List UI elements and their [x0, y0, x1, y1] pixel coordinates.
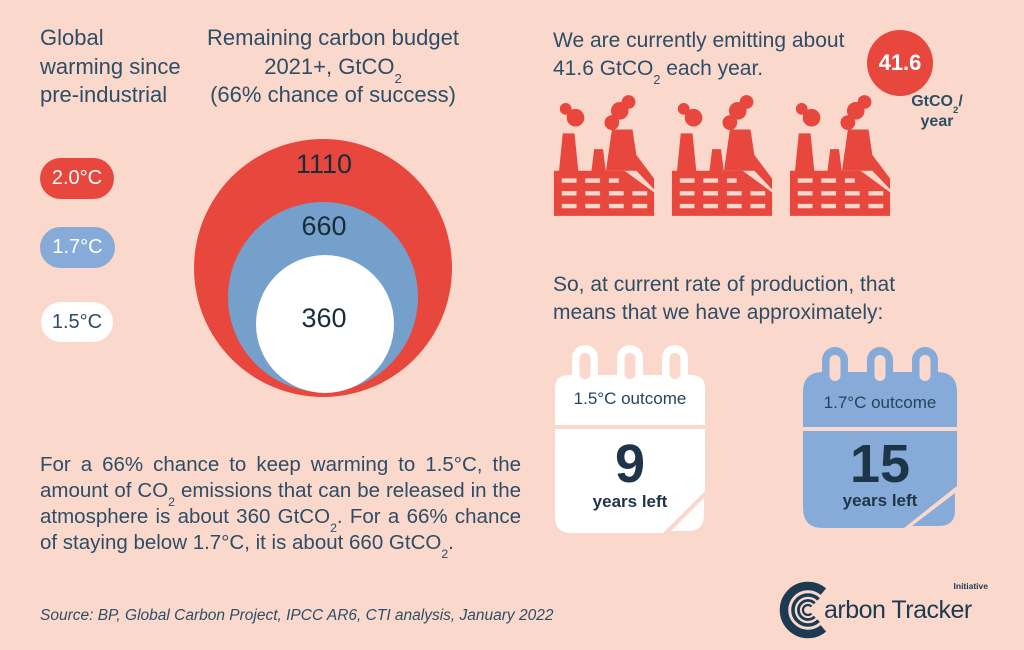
logo-initiative-label: Initiative [953, 581, 988, 591]
co2-subscript: 2 [441, 546, 449, 561]
warming-label-line3: pre-industrial [40, 82, 168, 108]
factory-icon [553, 95, 655, 216]
budget-circle-1-5c [256, 255, 394, 393]
emissions-unit-line2: year [920, 113, 954, 130]
projection-intro-line1: So, at current rate of production, that [553, 273, 896, 296]
calendar-years-unit: years left [842, 491, 918, 510]
carbon-tracker-logo: arbon Tracker Initiative [778, 576, 990, 640]
legend-badge-2-0c: 2.0°C [40, 158, 114, 199]
calendar-outcome-label: 1.5°C outcome [573, 389, 687, 408]
emissions-statement-line2: 41.6 GtCO2 each year. [553, 55, 844, 86]
emissions-rate-unit: GtCO2/ year [893, 92, 981, 132]
chart-title: Remaining carbon budget 2021+, GtCO2 (66… [200, 24, 466, 110]
calendar-years-unit: years left [592, 492, 668, 511]
emissions-statement-line2-text: 41.6 GtCO [553, 56, 654, 80]
legend-badge-1-5c: 1.5°C [41, 302, 113, 342]
logo-wordmark: arbon Tracker [824, 595, 972, 624]
budget-value-1-7c: 660 [301, 211, 347, 241]
projection-intro: So, at current rate of production, that … [553, 271, 895, 327]
paragraph-segment: . [448, 531, 454, 555]
emissions-unit-subscript: 2 [952, 104, 959, 116]
calendar-1-5c: 1.5°C outcome 9 years left [552, 345, 708, 535]
calendar-years-value: 9 [614, 434, 646, 494]
warming-label-line1: Global [40, 25, 104, 50]
explanation-paragraph: For a 66% chance to keep warming to 1.5°… [40, 452, 521, 560]
chart-title-line1: Remaining carbon budget [207, 25, 459, 50]
budget-value-1-5c: 360 [301, 303, 347, 333]
emissions-statement-subscript: 2 [653, 72, 661, 87]
co2-subscript: 2 [168, 494, 175, 509]
emissions-unit-line1: GtCO2/ [893, 92, 981, 115]
projection-intro-line2: means that we have approximately: [553, 300, 884, 324]
emissions-rate-badge: 41.6 [867, 30, 933, 96]
factory-icon [671, 95, 773, 216]
co2-subscript: 2 [330, 520, 337, 535]
emissions-statement-line1: We are currently emitting about [553, 29, 845, 52]
factory-icon [789, 95, 891, 216]
emissions-unit-text: GtCO [911, 93, 953, 110]
calendar-1-7c: 1.7°C outcome 15 years left [800, 347, 960, 530]
chart-title-line3: (66% chance of success) [210, 82, 456, 108]
calendar-years-value: 15 [849, 434, 911, 494]
warming-label-line2: warming since [40, 53, 181, 79]
carbon-tracker-c-mark-icon [779, 581, 827, 639]
calendar-outcome-label: 1.7°C outcome [823, 393, 937, 412]
paragraph-segment: . For a 66% chance of staying below 1.7°… [40, 505, 521, 555]
source-attribution: Source: BP, Global Carbon Project, IPCC … [40, 607, 554, 624]
emissions-unit-slash: / [958, 93, 963, 110]
paragraph-segment: For a 66% chance to keep warming to 1.5°… [40, 453, 521, 503]
legend-badge-1-7c: 1.7°C [40, 227, 115, 268]
chart-title-line2-text: 2021+, GtCO [264, 53, 395, 79]
budget-value-2-0c: 1110 [295, 149, 353, 179]
calendar-icon [803, 347, 957, 528]
emissions-statement-line2-tail: each year. [660, 56, 764, 80]
chart-title-line2: 2021+, GtCO2 [200, 53, 466, 85]
calendar-icon [555, 345, 705, 533]
paragraph-segment: emissions that can be released in the at… [40, 479, 521, 529]
emissions-statement: We are currently emitting about 41.6 GtC… [553, 27, 845, 86]
warming-axis-label: Global warming since pre-industrial [40, 24, 181, 110]
chart-title-line2-subscript: 2 [394, 70, 402, 86]
